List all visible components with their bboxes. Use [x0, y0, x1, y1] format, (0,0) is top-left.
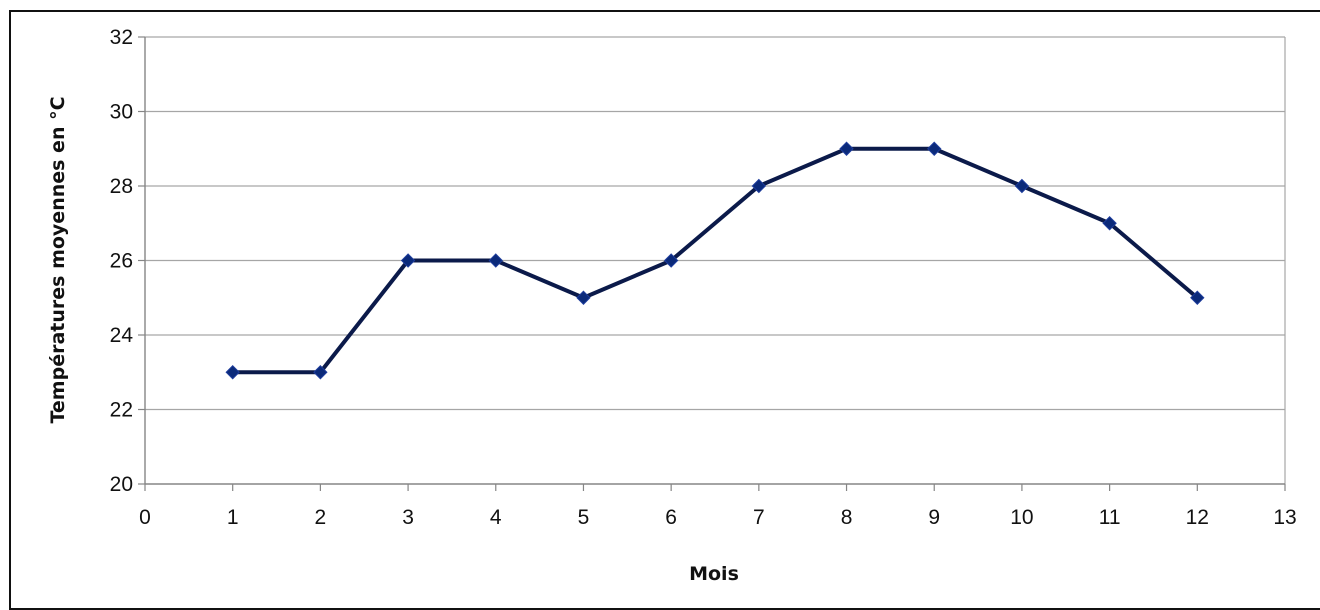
data-point — [663, 253, 679, 268]
x-tick-label: 12 — [1186, 506, 1209, 529]
data-point — [1014, 178, 1030, 194]
y-tick-label: 30 — [110, 101, 133, 124]
x-tick-label: 5 — [578, 506, 590, 529]
data-point — [751, 178, 767, 194]
data-point — [400, 253, 416, 268]
axes — [138, 36, 1286, 491]
x-tick-label: 0 — [139, 506, 151, 529]
x-tick-label: 10 — [1010, 506, 1033, 529]
x-tick-label: 3 — [402, 506, 414, 529]
series-line — [230, 146, 1200, 375]
y-tick-label: 32 — [110, 26, 133, 49]
data-point — [839, 141, 854, 156]
data-point — [488, 253, 503, 268]
x-tick-labels: 0 1 2 3 4 5 6 7 8 9 10 11 12 13 — [139, 506, 1297, 529]
x-tick-label: 13 — [1273, 506, 1296, 529]
gridlines — [145, 36, 1285, 411]
x-tick-label: 7 — [753, 506, 765, 529]
x-tick-label: 2 — [315, 506, 327, 529]
data-point — [576, 290, 591, 305]
y-tick-label: 24 — [110, 324, 134, 347]
x-tick-label: 4 — [490, 506, 502, 529]
chart-frame — [9, 10, 1320, 610]
x-tick-label: 11 — [1099, 506, 1121, 529]
y-tick-label: 28 — [110, 175, 133, 198]
data-point — [225, 365, 240, 380]
y-tick-labels: 20 22 24 26 28 30 32 — [110, 26, 134, 496]
x-tick-label: 8 — [841, 506, 853, 529]
x-axis-title: Mois — [689, 563, 739, 585]
y-tick-label: 22 — [110, 399, 133, 422]
data-point — [1102, 216, 1117, 231]
data-point — [1190, 290, 1205, 305]
y-tick-label: 20 — [110, 473, 133, 496]
x-tick-label: 9 — [928, 506, 940, 529]
y-axis-title: Températures moyennes en °C — [47, 96, 69, 423]
data-series — [225, 141, 1205, 380]
x-tick-label: 1 — [227, 506, 239, 529]
y-tick-label: 26 — [110, 250, 133, 273]
data-point — [313, 365, 328, 380]
x-tick-label: 6 — [665, 506, 677, 529]
data-point — [927, 141, 942, 156]
